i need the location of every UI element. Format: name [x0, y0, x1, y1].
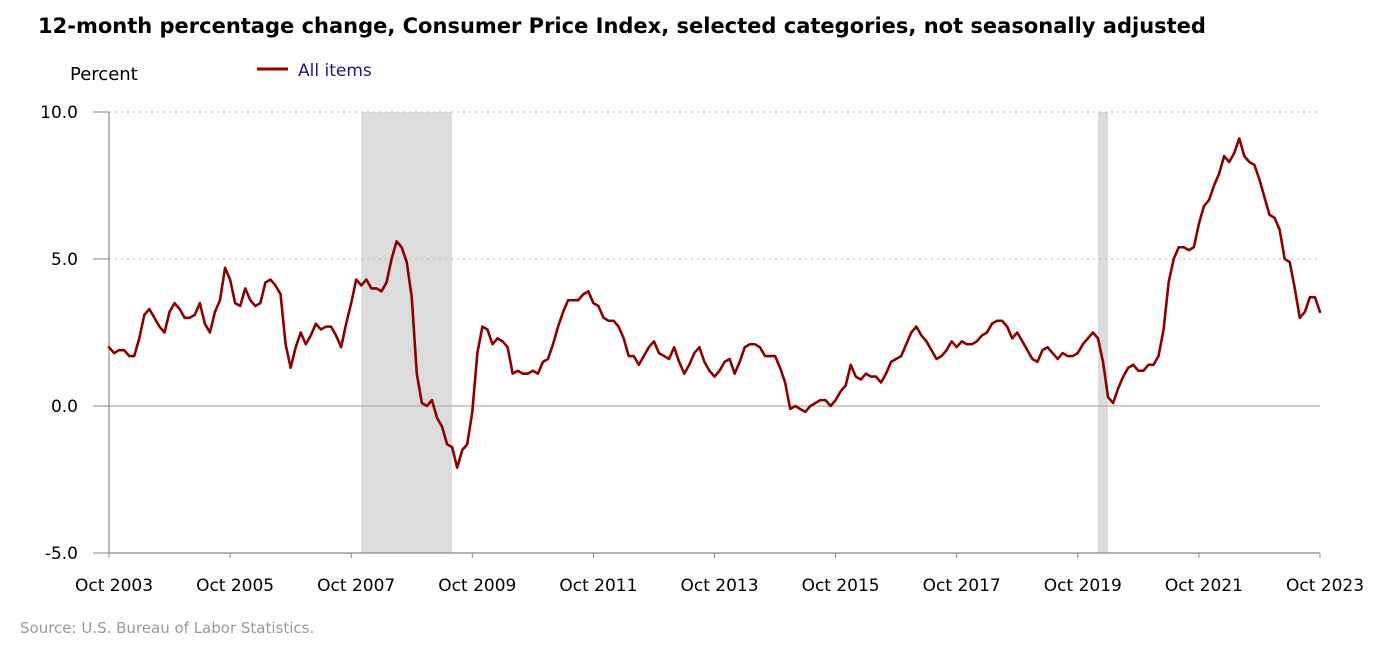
x-tick-label-10: Oct 2023 [1286, 576, 1364, 596]
x-tick-label-1: Oct 2005 [196, 576, 274, 596]
source-note: Source: U.S. Bureau of Labor Statistics. [20, 619, 315, 637]
x-tick-label-3: Oct 2009 [438, 576, 516, 596]
y-tick-label-3: 10.0 [40, 103, 78, 123]
legend-label-all-items: All items [298, 61, 372, 81]
y-tick-label-0: -5.0 [45, 544, 78, 564]
y-axis-label: Percent [70, 64, 138, 85]
y-tick-label-1: 0.0 [51, 397, 78, 417]
x-tick-label-4: Oct 2011 [559, 576, 637, 596]
x-tick-label-7: Oct 2017 [923, 576, 1001, 596]
gridlines [109, 111, 1320, 407]
series-lines [107, 137, 1322, 470]
series-line-all-items [107, 137, 1322, 470]
x-tick-label-9: Oct 2021 [1165, 576, 1243, 596]
legend: All items [257, 61, 372, 81]
y-tick-labels: -5.0 0.0 5.0 10.0 [40, 103, 109, 564]
recession-band-2 [1097, 112, 1109, 553]
x-tick-label-2: Oct 2007 [317, 576, 395, 596]
x-tick-labels: Oct 2003 Oct 2005 Oct 2007 Oct 2009 Oct 2011… [75, 553, 1364, 596]
x-tick-label-8: Oct 2019 [1044, 576, 1122, 596]
axes [108, 112, 1320, 554]
recession-shading [361, 112, 1109, 553]
x-tick-label-0: Oct 2003 [75, 576, 153, 596]
x-tick-label-5: Oct 2013 [680, 576, 758, 596]
y-tick-label-2: 5.0 [51, 250, 78, 270]
x-tick-label-6: Oct 2015 [802, 576, 880, 596]
chart-title: 12-month percentage change, Consumer Pri… [38, 14, 1206, 38]
recession-band-1 [361, 112, 453, 553]
